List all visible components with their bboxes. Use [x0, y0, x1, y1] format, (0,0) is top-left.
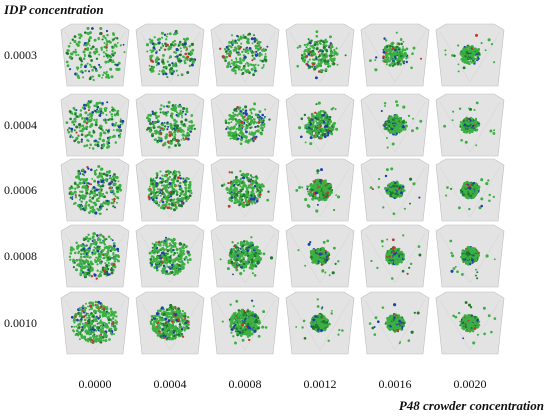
column-label-0: 0.0000 — [78, 377, 112, 391]
snapshot-cell-r1-c4 — [360, 93, 430, 157]
column-label-3: 0.0012 — [303, 377, 337, 391]
snapshot-cell-r3-c3 — [285, 224, 355, 288]
crowder-concentration-title: P48 crowder concentration — [398, 398, 544, 413]
snapshot-cell-r0-c0 — [60, 23, 130, 87]
snapshot-cell-r1-c2 — [210, 93, 280, 157]
snapshot-cell-r4-c0 — [60, 291, 130, 355]
simulation-box — [60, 291, 130, 355]
snapshot-cell-r1-c1 — [135, 93, 205, 157]
snapshot-cell-r0-c3 — [285, 23, 355, 87]
snapshot-cell-r2-c5 — [435, 158, 505, 222]
snapshot-cell-r1-c5 — [435, 93, 505, 157]
row-label-3: 0.0008 — [4, 249, 37, 263]
column-label-5: 0.0020 — [453, 377, 487, 391]
idp-concentration-title: IDP concentration — [4, 2, 104, 17]
snapshot-cell-r4-c2 — [210, 291, 280, 355]
simulation-box — [135, 158, 205, 222]
snapshot-cell-r3-c5 — [435, 224, 505, 288]
snapshot-cell-r3-c1 — [135, 224, 205, 288]
row-label-0: 0.0003 — [4, 48, 37, 62]
snapshot-cell-r3-c2 — [210, 224, 280, 288]
row-label-4: 0.0010 — [4, 316, 37, 330]
snapshot-cell-r2-c0 — [60, 158, 130, 222]
snapshot-cell-r4-c4 — [360, 291, 430, 355]
snapshot-cell-r0-c5 — [435, 23, 505, 87]
snapshot-cell-r0-c4 — [360, 23, 430, 87]
column-label-4: 0.0016 — [378, 377, 412, 391]
snapshot-cell-r4-c3 — [285, 291, 355, 355]
column-label-1: 0.0004 — [153, 377, 187, 391]
snapshot-cell-r2-c2 — [210, 158, 280, 222]
snapshot-cell-r0-c2 — [210, 23, 280, 87]
simulation-box — [210, 158, 280, 222]
row-label-1: 0.0004 — [4, 118, 37, 132]
snapshot-cell-r1-c0 — [60, 93, 130, 157]
snapshot-cell-r3-c4 — [360, 224, 430, 288]
snapshot-cell-r4-c5 — [435, 291, 505, 355]
snapshot-cell-r4-c1 — [135, 291, 205, 355]
snapshot-cell-r1-c3 — [285, 93, 355, 157]
simulation-box — [210, 93, 280, 157]
snapshot-cell-r2-c4 — [360, 158, 430, 222]
snapshot-cell-r3-c0 — [60, 224, 130, 288]
column-label-2: 0.0008 — [228, 377, 262, 391]
snapshot-cell-r2-c3 — [285, 158, 355, 222]
row-label-2: 0.0006 — [4, 183, 37, 197]
snapshot-cell-r0-c1 — [135, 23, 205, 87]
snapshot-cell-r2-c1 — [135, 158, 205, 222]
